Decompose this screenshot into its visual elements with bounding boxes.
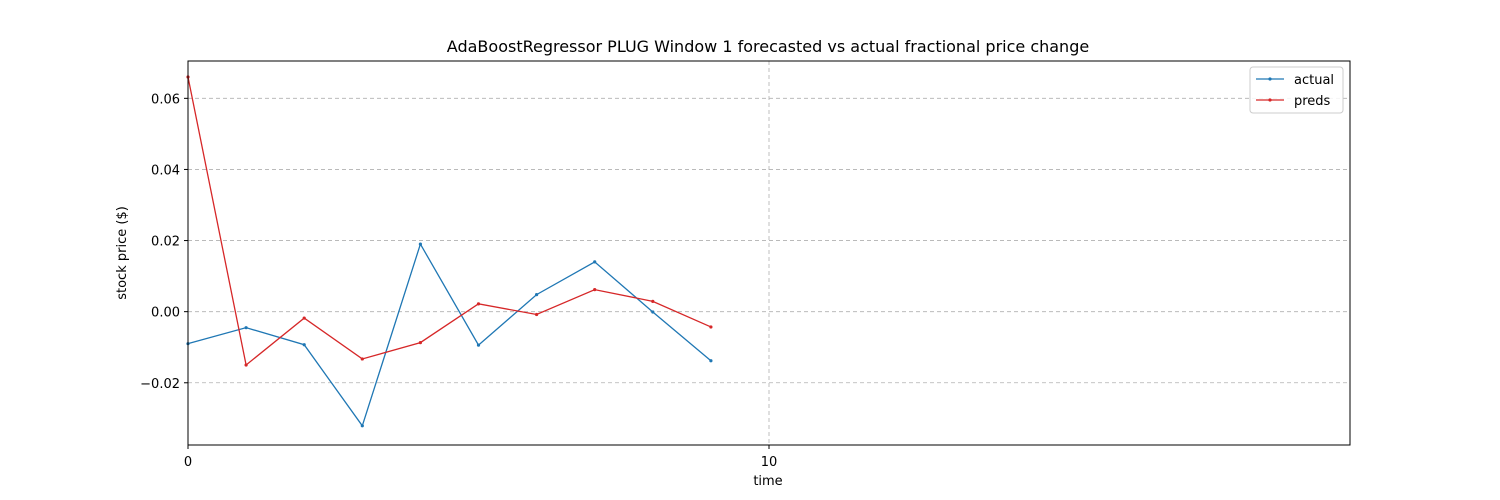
data-point-actual: [709, 359, 713, 363]
data-point-preds: [651, 299, 655, 303]
x-axis-ticks: 0 10: [184, 445, 777, 470]
y-tick-label: 0.02: [151, 235, 180, 250]
legend-label-actual: actual: [1294, 73, 1334, 88]
x-tick-label: 10: [761, 455, 778, 470]
y-tick-label: 0.06: [151, 92, 180, 107]
data-point-actual: [302, 343, 306, 347]
chart-title: AdaBoostRegressor PLUG Window 1 forecast…: [447, 37, 1089, 56]
y-tick-label: 0.00: [151, 306, 180, 321]
series-line-actual: [187, 242, 712, 428]
data-point-preds: [244, 363, 248, 367]
series-line-preds: [187, 76, 712, 367]
y-axis-ticks: −0.02 0.00 0.02 0.04 0.06: [140, 92, 188, 392]
x-tick-label: 0: [184, 455, 192, 470]
data-point-preds: [418, 341, 422, 345]
data-point-actual: [593, 260, 597, 264]
data-point-preds: [535, 312, 539, 317]
data-point-actual: [476, 343, 481, 347]
data-point-preds: [709, 325, 713, 329]
x-axis-label: time: [753, 474, 782, 489]
data-point-actual: [418, 242, 422, 246]
y-axis-label: stock price ($): [115, 206, 130, 300]
series-layer: [186, 75, 713, 428]
data-point-preds: [360, 357, 364, 361]
data-point-actual: [535, 293, 539, 297]
legend-marker-actual: [1268, 77, 1272, 81]
data-point-actual: [244, 326, 248, 330]
y-tick-label: −0.02: [140, 377, 180, 392]
data-point-preds: [593, 288, 597, 292]
data-point-actual: [651, 310, 655, 314]
grid-lines: [187, 61, 1350, 445]
data-point-preds: [302, 316, 306, 320]
y-tick-label: 0.04: [151, 163, 180, 178]
legend-marker-preds: [1268, 98, 1272, 102]
legend: actual preds: [1249, 66, 1344, 114]
data-point-actual: [360, 424, 364, 428]
data-point-preds: [476, 302, 481, 306]
legend-label-preds: preds: [1294, 94, 1331, 109]
